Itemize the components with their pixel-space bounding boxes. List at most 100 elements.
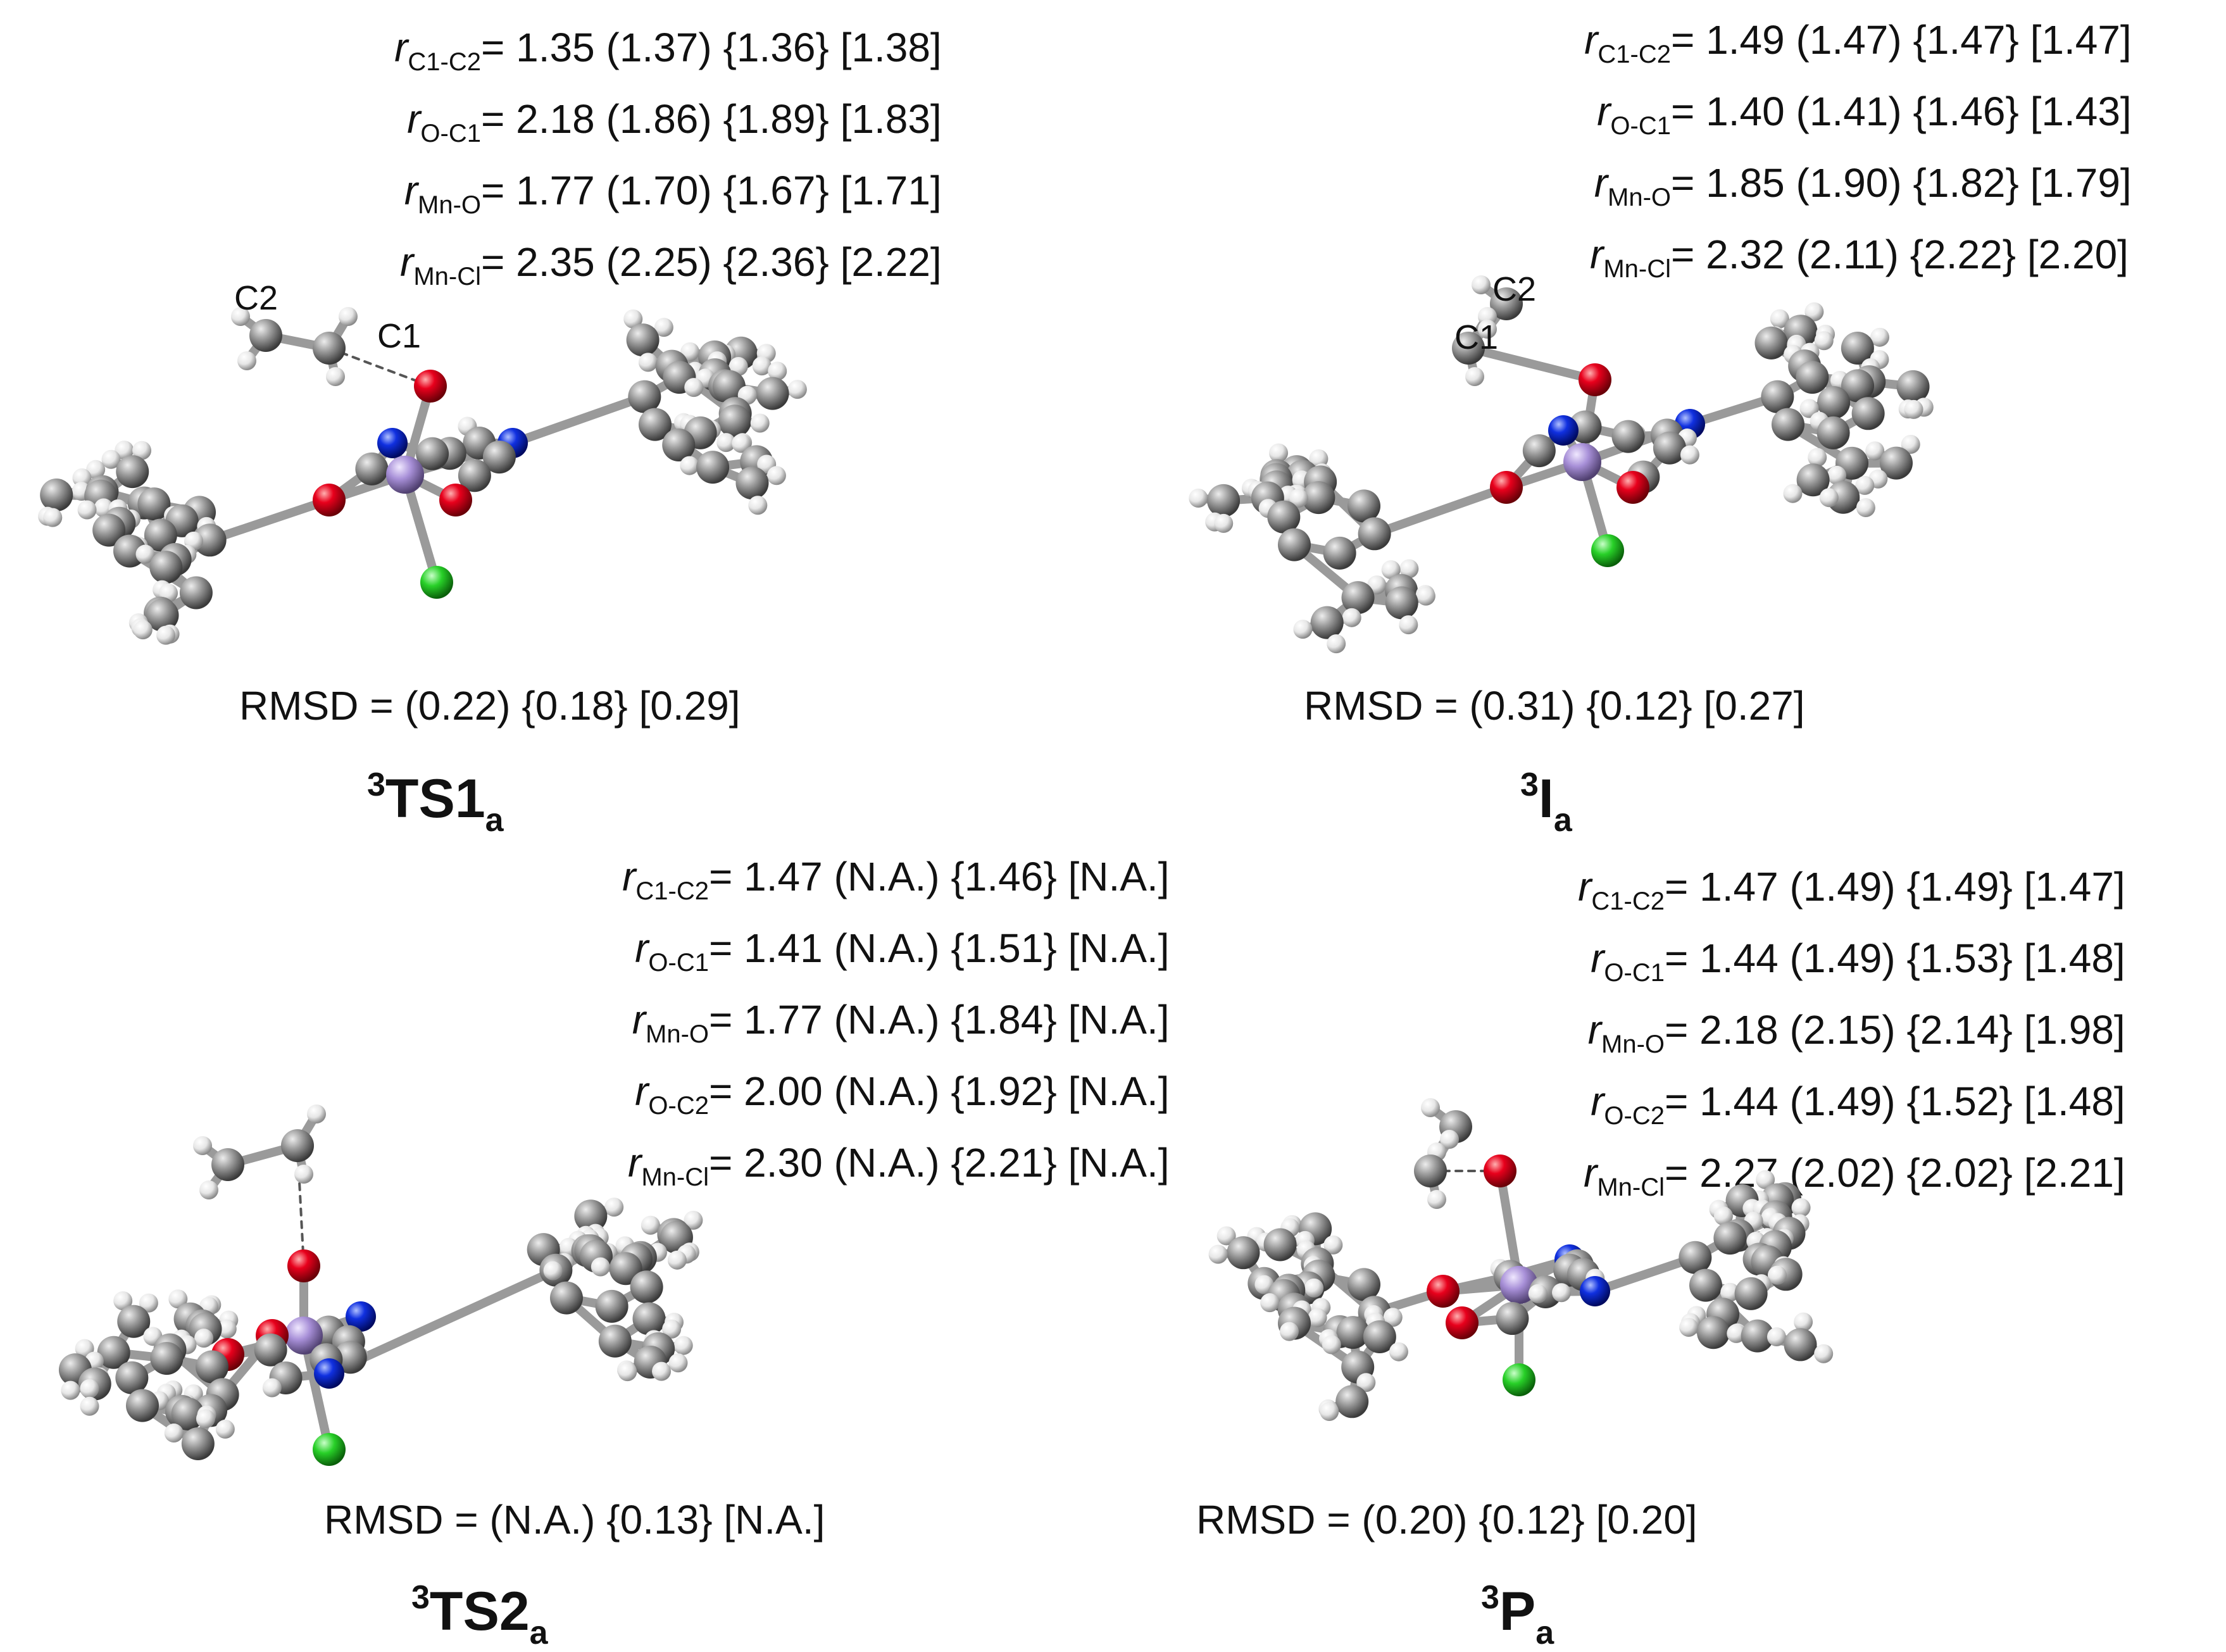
nitrogen-atom: [314, 1358, 344, 1389]
hydrogen-atom: [1792, 1198, 1811, 1217]
param-symbol: r: [1594, 160, 1608, 206]
title-subscript: a: [1554, 802, 1572, 839]
structure-title-ia: 3Ia: [1520, 766, 1572, 839]
hydrogen-atom: [591, 1258, 610, 1277]
hydrogen-atom: [61, 1381, 80, 1400]
atom-label-c1: C1: [1454, 318, 1498, 357]
param-row: rO-C1= 2.18 (1.86) {1.89} [1.83]: [329, 91, 942, 162]
molecule-pa: [1165, 1076, 1899, 1506]
hydrogen-atom: [237, 351, 256, 370]
molecule-ts1a: [0, 266, 1013, 709]
param-row: rC1-C2= 1.35 (1.37) {1.36} [1.38]: [329, 19, 942, 91]
oxygen-atom: [1579, 363, 1611, 396]
chlorine-atom: [420, 566, 453, 599]
hydrogen-atom: [80, 1379, 99, 1398]
atoms: [1209, 1098, 1834, 1421]
carbon-atom: [1852, 397, 1885, 430]
carbon-atom: [1784, 1328, 1816, 1361]
param-symbol: r: [1591, 936, 1604, 981]
hydrogen-atom: [1189, 489, 1208, 508]
hydrogen-atom: [1320, 1402, 1339, 1421]
carbon-atom: [1264, 1228, 1297, 1261]
carbon-atom: [313, 332, 346, 365]
atom-label-c2: C2: [1492, 270, 1536, 309]
param-symbol: r: [632, 997, 646, 1042]
hydrogen-atom: [134, 620, 153, 639]
hydrogen-atom: [294, 1165, 313, 1184]
hydrogen-atom: [1814, 1344, 1833, 1363]
carbon-atom: [627, 323, 660, 356]
carbon-atom: [1358, 517, 1391, 550]
carbon-atom: [149, 551, 182, 584]
hydrogen-atom: [618, 1362, 637, 1381]
hydrogen-atom: [674, 1336, 693, 1355]
hydrogen-atom: [1416, 587, 1435, 606]
param-row: rO-C1= 1.44 (1.49) {1.53} [1.48]: [1513, 930, 2125, 1001]
param-subscript: C1-C2: [1591, 887, 1665, 915]
carbon-atom: [180, 576, 213, 609]
param-subscript: O-C1: [420, 120, 481, 147]
carbon-atom: [1697, 1316, 1730, 1349]
param-value: = 1.77 (N.A.) {1.84} [N.A.]: [709, 991, 1170, 1063]
rmsd-ts1a: RMSD = (0.22) {0.18} [0.29]: [239, 682, 741, 729]
structure-title-ts2a: 3TS2a: [411, 1579, 548, 1652]
carbon-atom: [1335, 1385, 1368, 1418]
hydrogen-atom: [1856, 498, 1875, 517]
param-subscript: O-C1: [1604, 959, 1665, 987]
hydrogen-atom: [193, 1136, 212, 1155]
hydrogen-atom: [1529, 1284, 1548, 1303]
carbon-atom: [254, 1334, 287, 1367]
carbon-atom: [249, 319, 282, 352]
hydrogen-atom: [1552, 1283, 1571, 1302]
hydrogen-atom: [767, 466, 786, 485]
hydrogen-atom: [78, 501, 97, 520]
param-row: rC1-C2= 1.47 (1.49) {1.49} [1.47]: [1513, 858, 2125, 930]
carbon-atom: [630, 1270, 663, 1303]
param-subscript: C1-C2: [635, 877, 709, 905]
hydrogen-atom: [668, 1251, 687, 1270]
hydrogen-atom: [748, 496, 767, 515]
param-subscript: O-C1: [648, 949, 709, 977]
bond: [513, 397, 644, 443]
carbon-atom: [718, 404, 751, 437]
title-spin-superscript: 3: [411, 1579, 430, 1616]
hydrogen-atom: [1472, 275, 1491, 294]
hydrogen-atom: [156, 626, 175, 645]
hydrogen-atom: [680, 456, 699, 475]
hydrogen-atom: [641, 1216, 660, 1235]
atoms: [59, 1104, 703, 1466]
hydrogen-atom: [1399, 615, 1418, 634]
hydrogen-atom: [1389, 1342, 1408, 1361]
param-symbol: r: [622, 854, 635, 899]
oxygen-atom: [414, 370, 447, 403]
rmsd-pa: RMSD = (0.20) {0.12} [0.20]: [1196, 1496, 1698, 1543]
hydrogen-atom: [1304, 1279, 1323, 1298]
bond-params-ts1a: rC1-C2= 1.35 (1.37) {1.36} [1.38] rO-C1=…: [329, 19, 942, 305]
hydrogen-atom: [339, 307, 358, 326]
carbon-atom: [632, 1302, 665, 1335]
structure-title-pa: 3Pa: [1481, 1579, 1554, 1652]
param-value: = 1.49 (1.47) {1.47} [1.47]: [1671, 11, 2132, 83]
oxygen-atom: [1616, 471, 1649, 504]
carbon-atom: [1414, 1155, 1447, 1187]
param-subscript: Mn-O: [1608, 184, 1671, 211]
param-value: = 1.41 (N.A.) {1.51} [N.A.]: [709, 920, 1170, 991]
hydrogen-atom: [1214, 514, 1233, 533]
param-subscript: Mn-O: [1601, 1030, 1665, 1058]
hydrogen-atom: [165, 1424, 184, 1442]
carbon-atom: [1772, 408, 1804, 441]
hydrogen-atom: [544, 1261, 563, 1280]
title-spin-superscript: 3: [1481, 1579, 1499, 1616]
carbon-atom: [1227, 1236, 1260, 1269]
hydrogen-atom: [1820, 488, 1839, 507]
carbon-atom: [596, 1290, 628, 1323]
hydrogen-atom: [684, 378, 703, 397]
carbon-atom: [1796, 361, 1829, 394]
oxygen-atom: [1484, 1155, 1516, 1187]
carbon-atom: [1311, 606, 1344, 639]
param-subscript: C1-C2: [408, 48, 481, 76]
param-value: = 2.18 (2.15) {2.14} [1.98]: [1665, 1001, 2125, 1073]
param-row: rMn-O= 1.85 (1.90) {1.82} [1.79]: [1519, 154, 2132, 226]
hydrogen-atom: [788, 380, 807, 399]
structure-title-ts1a: 3TS1a: [367, 766, 504, 839]
